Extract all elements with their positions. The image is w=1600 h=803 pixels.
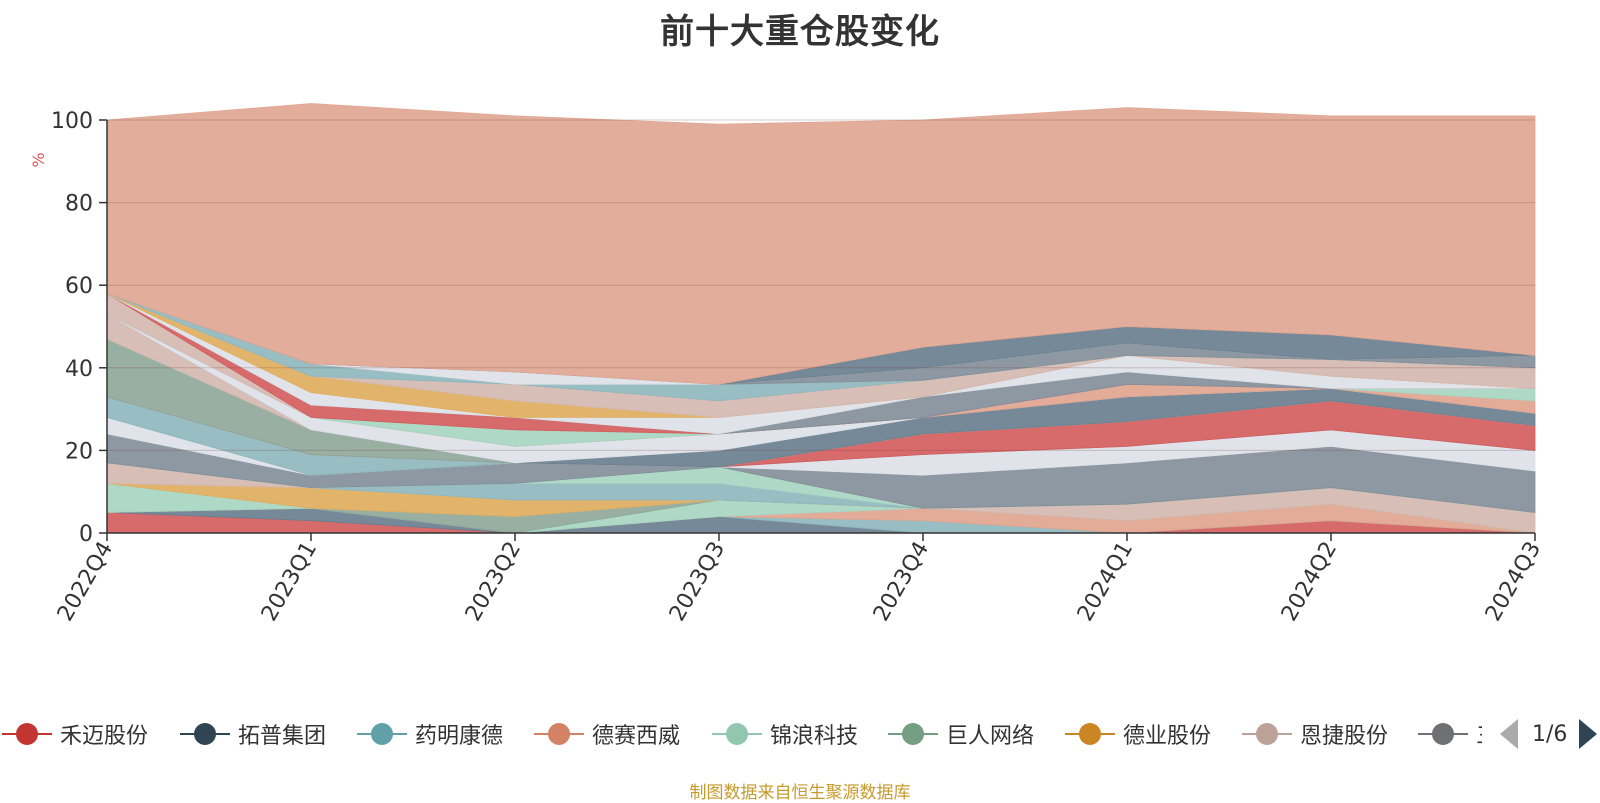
area-series-36 — [106, 103, 1536, 385]
y-tick-label: 80 — [65, 192, 93, 217]
legend-item[interactable]: 巨人网络 — [888, 716, 1034, 752]
chart-title: 前十大重仓股变化 — [660, 12, 940, 52]
legend-item-label: 三 — [1476, 718, 1482, 750]
legend-item[interactable]: 恩捷股份 — [1242, 716, 1388, 752]
legend-item-label: 德赛西威 — [592, 724, 681, 749]
x-tick-label: 2024Q1 — [1073, 538, 1138, 626]
legend-item-label: 拓普集团 — [238, 724, 327, 749]
y-tick-label: 100 — [51, 109, 93, 134]
legend-item[interactable]: 禾迈股份 — [2, 716, 148, 752]
legend: 禾迈股份 拓普集团 药明康德 德赛西威 锦浪科技 巨人网络 德业股份 恩捷股份 三 — [0, 716, 1600, 752]
legend-marker-icon — [1065, 719, 1115, 749]
y-tick-label: 60 — [65, 274, 93, 299]
legend-marker-icon — [357, 719, 407, 749]
stacked-area-chart: 0 20 40 60 80 100 2022Q4 2023Q1 2023Q2 2023Q3 2023… — [29, 103, 1546, 626]
legend-item-label: 锦浪科技 — [770, 724, 859, 749]
legend-marker-icon — [2, 719, 52, 749]
x-tick-label: 2023Q3 — [665, 538, 730, 626]
x-tick-label: 2023Q1 — [257, 538, 322, 626]
x-tick-label: 2024Q2 — [1277, 538, 1342, 626]
x-tick-label: 2022Q4 — [53, 538, 118, 626]
legend-marker-icon — [180, 719, 230, 749]
x-tick-label: 2023Q2 — [461, 538, 526, 626]
legend-item-label: 巨人网络 — [946, 724, 1035, 749]
y-tick-label: 0 — [79, 522, 93, 547]
source-note: 制图数据来自恒生聚源数据库 — [689, 783, 911, 803]
legend-item[interactable]: 药明康德 — [357, 716, 503, 752]
legend-marker-icon — [712, 719, 762, 749]
legend-page-indicator: 1/6 — [1532, 721, 1568, 747]
y-tick-label: 40 — [65, 357, 93, 382]
legend-item[interactable]: 德业股份 — [1065, 716, 1211, 752]
legend-items: 禾迈股份 拓普集团 药明康德 德赛西威 锦浪科技 巨人网络 德业股份 恩捷股份 三 — [0, 716, 1482, 752]
legend-marker-icon — [534, 719, 584, 749]
y-tick-label: 20 — [65, 439, 93, 464]
legend-next-page-icon[interactable] — [1579, 719, 1598, 749]
legend-item-label: 禾迈股份 — [60, 724, 149, 749]
grid-lines — [107, 119, 1535, 451]
legend-item[interactable]: 德赛西威 — [534, 716, 680, 752]
legend-item[interactable]: 锦浪科技 — [712, 716, 858, 752]
y-axis-label: % — [29, 152, 48, 167]
x-tick-label: 2023Q4 — [869, 538, 934, 626]
legend-item-label: 德业股份 — [1123, 724, 1212, 749]
legend-item[interactable]: 拓普集团 — [180, 716, 326, 752]
legend-marker-icon — [888, 719, 938, 749]
legend-marker-icon — [1242, 719, 1292, 749]
legend-marker-icon — [1418, 719, 1468, 749]
x-tick-label: 2024Q3 — [1481, 538, 1546, 626]
legend-pager: 1/6 — [1500, 716, 1598, 752]
legend-item-label: 恩捷股份 — [1300, 724, 1389, 749]
legend-item-label: 药明康德 — [415, 724, 504, 749]
area-series-group — [106, 103, 1536, 534]
legend-item[interactable]: 三 — [1418, 716, 1482, 752]
legend-prev-page-icon[interactable] — [1500, 719, 1518, 749]
